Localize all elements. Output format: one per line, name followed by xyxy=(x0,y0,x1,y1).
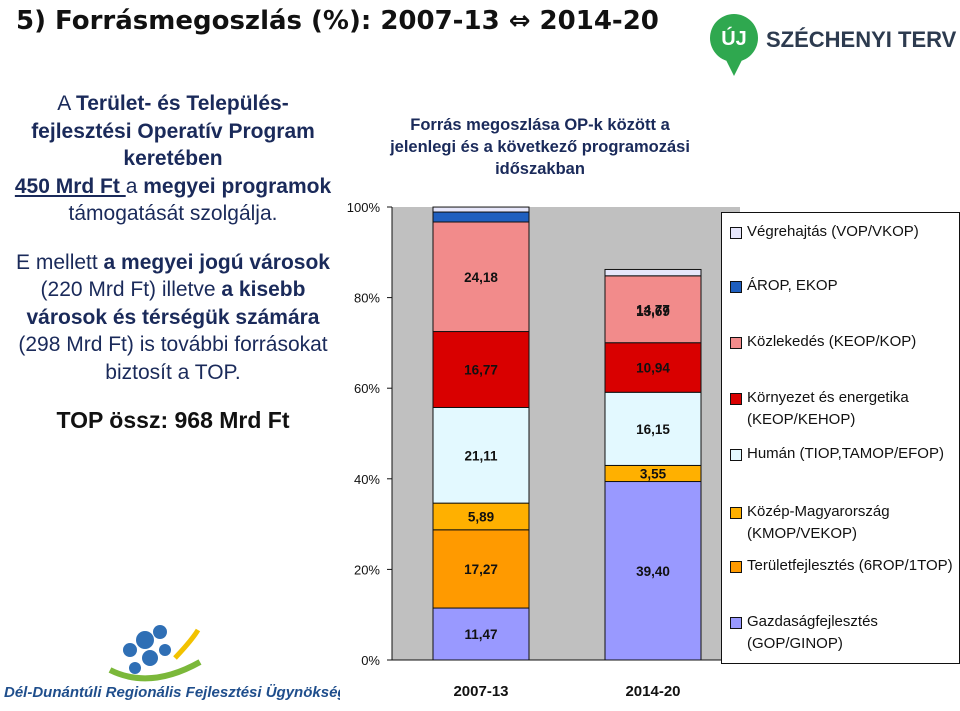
y-tick-label: 80% xyxy=(354,291,380,306)
legend-item: Közép-Magyarország (KMOP/VEKOP) xyxy=(730,501,960,545)
agency-name: Dél-Dunántúli Regionális Fejlesztési Ügy… xyxy=(4,684,347,701)
legend-label: Humán (TIOP,TAMOP/EFOP) xyxy=(747,445,944,462)
bar-segment xyxy=(432,502,530,531)
y-tick-label: 20% xyxy=(354,562,380,577)
logo-dot xyxy=(153,625,167,639)
data-label: 13,69 xyxy=(636,304,670,319)
slide-title: 5) Forrásmegoszlás (%): 2007-13 ⇔ 2014-2… xyxy=(16,6,659,36)
y-tick-label: 60% xyxy=(354,381,380,396)
legend-item: Környezet és energetika (KEOP/KEHOP) xyxy=(730,387,960,431)
logo-yellow-swoosh xyxy=(173,628,201,660)
legend-item: ÁROP, EKOP xyxy=(730,275,960,297)
bar-segment xyxy=(432,607,530,661)
logo-dot xyxy=(123,643,137,657)
data-label: 21,11 xyxy=(464,448,498,463)
data-label: 10,94 xyxy=(636,360,670,375)
chart-title: Forrás megoszlása OP-k között a jelenleg… xyxy=(390,116,690,178)
y-tick-label: 0% xyxy=(361,653,380,668)
bar-segment xyxy=(604,391,702,466)
legend-label: Területfejlesztés (6ROP/1TOP) xyxy=(747,557,953,574)
legend-label: ÁROP, EKOP xyxy=(747,277,838,294)
legend-label: Környezet és energetika (KEOP/KEHOP) xyxy=(747,389,909,428)
logo-green-swoosh xyxy=(108,659,202,682)
data-label: 17,27 xyxy=(464,562,498,577)
legend-swatch xyxy=(730,393,742,405)
logo-dot xyxy=(136,631,154,649)
legend-swatch xyxy=(730,337,742,349)
legend-item: Közlekedés (KEOP/KOP) xyxy=(730,331,960,353)
legend-swatch xyxy=(730,617,742,629)
agency-logo xyxy=(108,625,202,682)
top-total: TOP össz: 968 Mrd Ft xyxy=(56,407,290,433)
logo-pin-tail xyxy=(724,56,744,76)
legend-label: Végrehajtás (VOP/VKOP) xyxy=(747,223,919,240)
bar-segment xyxy=(432,206,530,213)
logo-dot xyxy=(142,650,158,666)
left-description: A Terület- és Település-fejlesztési Oper… xyxy=(14,90,332,435)
x-tick-label: 2014-20 xyxy=(625,683,680,700)
x-tick-label: 2007-13 xyxy=(453,683,508,700)
data-label: 16,77 xyxy=(464,363,498,378)
chart-legend: Végrehajtás (VOP/VKOP) ÁROP, EKOP Közleked… xyxy=(721,212,960,664)
legend-label: Gazdaságfejlesztés (GOP/GINOP) xyxy=(747,613,878,652)
bar-segment xyxy=(432,221,530,333)
data-label: 11,47 xyxy=(464,627,497,642)
paragraph-cities: E mellett a megyei jogú városok (220 Mrd… xyxy=(16,250,330,384)
legend-swatch xyxy=(730,507,742,519)
data-label: 14,77 xyxy=(636,302,670,317)
legend-swatch xyxy=(730,227,742,239)
legend-label: Közép-Magyarország (KMOP/VEKOP) xyxy=(747,503,890,542)
legend-item: Területfejlesztés (6ROP/1TOP) xyxy=(730,555,960,577)
bar-segment xyxy=(604,481,702,661)
paragraph-top-program: A Terület- és Település-fejlesztési Oper… xyxy=(14,92,332,225)
y-tick-label: 40% xyxy=(354,472,380,487)
logo-text: SZÉCHENYI TERV xyxy=(766,27,957,52)
legend-item: Végrehajtás (VOP/VKOP) xyxy=(730,221,960,243)
bar-segment xyxy=(432,331,530,408)
data-label: 24,18 xyxy=(464,270,498,285)
data-label: 5,89 xyxy=(468,509,494,524)
legend-item: Humán (TIOP,TAMOP/EFOP) xyxy=(730,443,960,465)
data-label: 16,15 xyxy=(636,422,670,437)
logo-dot xyxy=(159,644,171,656)
logo-dot xyxy=(129,662,141,674)
bar-segment xyxy=(604,268,702,277)
bar-segment xyxy=(432,211,530,223)
legend-swatch xyxy=(730,281,742,293)
y-tick-label: 100% xyxy=(347,200,381,215)
legend-item: Gazdaságfejlesztés (GOP/GINOP) xyxy=(730,611,960,655)
legend-swatch xyxy=(730,561,742,573)
data-label: 3,55 xyxy=(640,466,667,481)
szechenyi-terv-logo: ÚJ SZÉCHENYI TERV xyxy=(710,14,957,76)
logo-badge: ÚJ xyxy=(721,26,747,50)
logo-circle xyxy=(710,14,758,62)
legend-swatch xyxy=(730,449,742,461)
data-label: 39,40 xyxy=(636,564,670,579)
legend-label: Közlekedés (KEOP/KOP) xyxy=(747,333,917,350)
bar-segment xyxy=(432,406,530,504)
bar-segment xyxy=(432,529,530,609)
